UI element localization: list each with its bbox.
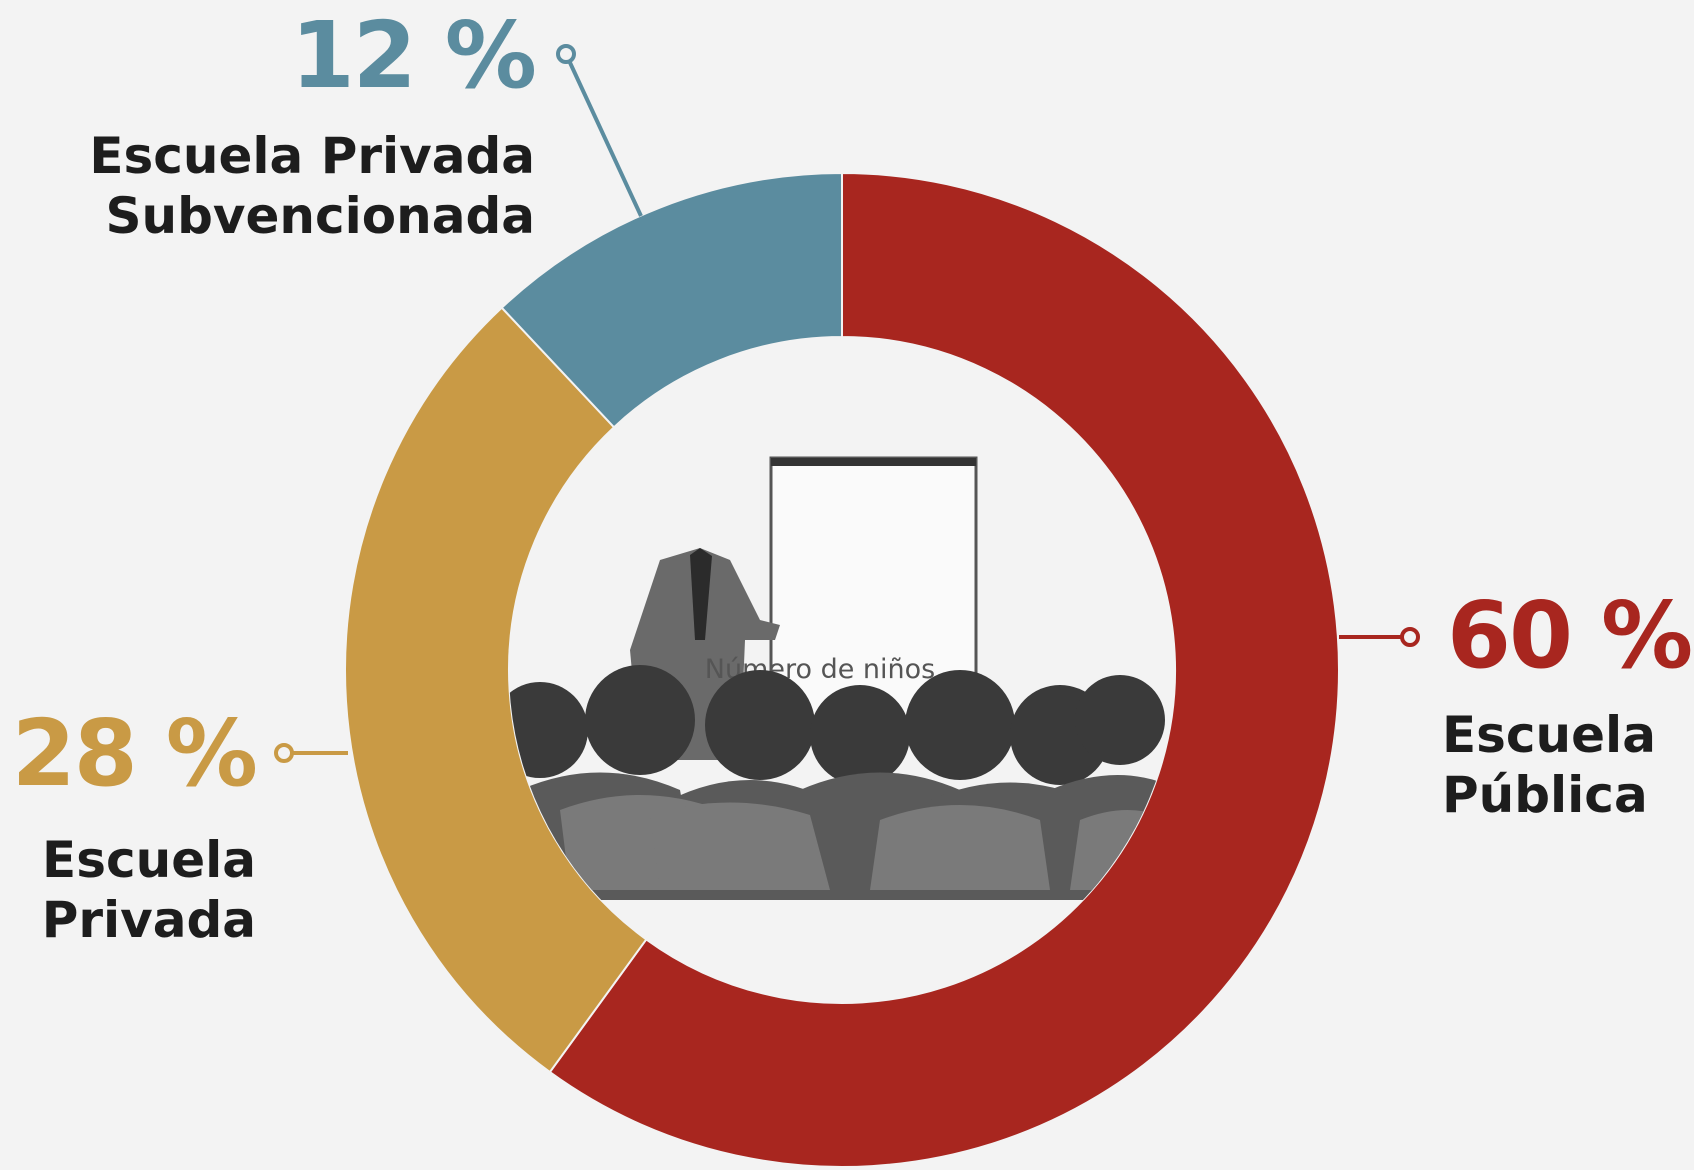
classroom-illustration: Número de niños <box>509 456 1175 900</box>
category-label: Escuela Privada Subvencionada <box>89 127 535 245</box>
value-label: 12 % <box>290 2 537 109</box>
leader-dot <box>1400 627 1420 647</box>
value-label: 28 % <box>11 700 258 807</box>
leader-dot <box>274 743 294 763</box>
leader-dot <box>556 44 576 64</box>
category-label: Escuela Privada <box>41 831 256 949</box>
category-label: Escuela Pública <box>1442 706 1656 824</box>
leader-line <box>564 53 643 217</box>
value-label: 60 % <box>1447 582 1693 689</box>
